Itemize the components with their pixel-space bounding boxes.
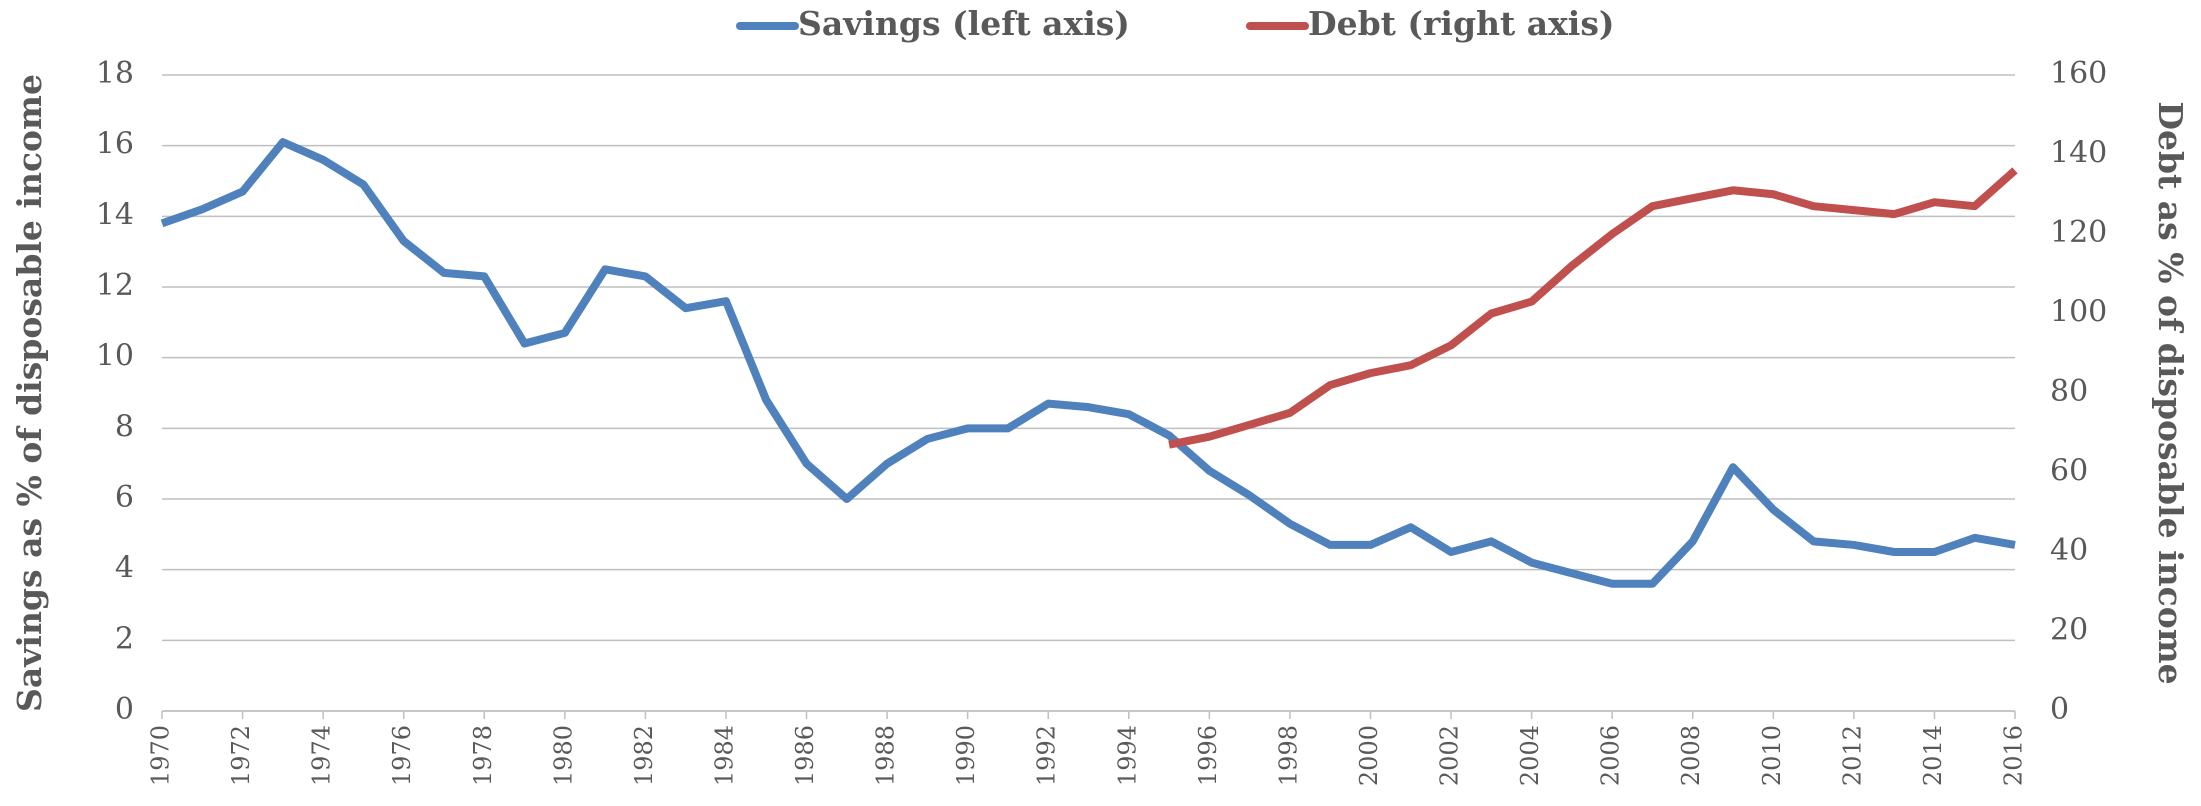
x-tick-label: 1998	[1274, 725, 1302, 786]
y2-tick-label: 0	[2050, 692, 2069, 727]
x-tick-label: 2000	[1355, 725, 1383, 786]
x-tick-label: 1996	[1194, 725, 1222, 786]
y2-tick-label: 120	[2050, 215, 2107, 250]
y-tick-label: 4	[115, 551, 134, 586]
y-tick-label: 0	[115, 692, 134, 727]
y-tick-label: 12	[96, 268, 134, 303]
x-tick-label: 1970	[147, 725, 175, 786]
y-tick-label: 18	[96, 56, 134, 91]
y2-tick-label: 160	[2050, 56, 2107, 91]
y-axis-title: Savings as % of disposable income	[10, 74, 49, 712]
x-tick-label: 2006	[1597, 725, 1625, 786]
x-tick-label: 1994	[1113, 725, 1141, 786]
series-line	[1168, 167, 2018, 449]
y2-tick-label: 20	[2050, 613, 2088, 648]
y2-tick-label: 40	[2050, 533, 2088, 568]
y2-tick-label: 80	[2050, 374, 2088, 409]
x-tick-label: 1988	[872, 725, 900, 786]
x-tick-label: 1972	[227, 725, 255, 786]
y-tick-label: 16	[96, 127, 134, 162]
y-tick-label: 6	[115, 480, 134, 515]
y-tick-label: 10	[96, 339, 134, 374]
legend-label: Debt (right axis)	[1308, 4, 1615, 43]
x-tick-label: 1976	[388, 725, 416, 786]
x-tick-label: 2012	[1838, 725, 1866, 786]
y-tick-label: 8	[115, 409, 134, 444]
y2-axis-title: Debt as % of disposable income	[2151, 101, 2190, 684]
x-tick-label: 2008	[1677, 725, 1705, 786]
series-line	[160, 138, 2016, 588]
x-tick-label: 1978	[469, 725, 497, 786]
y-tick-label: 14	[96, 197, 134, 232]
x-tick-label: 1974	[308, 725, 336, 786]
y-tick-label: 2	[115, 621, 134, 656]
y2-tick-label: 100	[2050, 295, 2107, 330]
x-tick-label: 1992	[1033, 725, 1061, 786]
y2-tick-label: 60	[2050, 454, 2088, 489]
x-tick-label: 2016	[2000, 725, 2028, 786]
x-tick-label: 2004	[1516, 725, 1544, 786]
legend-label: Savings (left axis)	[798, 4, 1130, 43]
x-tick-label: 2014	[1919, 725, 1947, 786]
y2-tick-label: 140	[2050, 136, 2107, 171]
x-tick-label: 1982	[630, 725, 658, 786]
x-tick-label: 1990	[952, 725, 980, 786]
x-tick-label: 1980	[549, 725, 577, 786]
x-tick-label: 1986	[791, 725, 819, 786]
x-tick-label: 2002	[1436, 725, 1464, 786]
x-tick-label: 1984	[710, 725, 738, 786]
x-tick-label: 2010	[1758, 725, 1786, 786]
